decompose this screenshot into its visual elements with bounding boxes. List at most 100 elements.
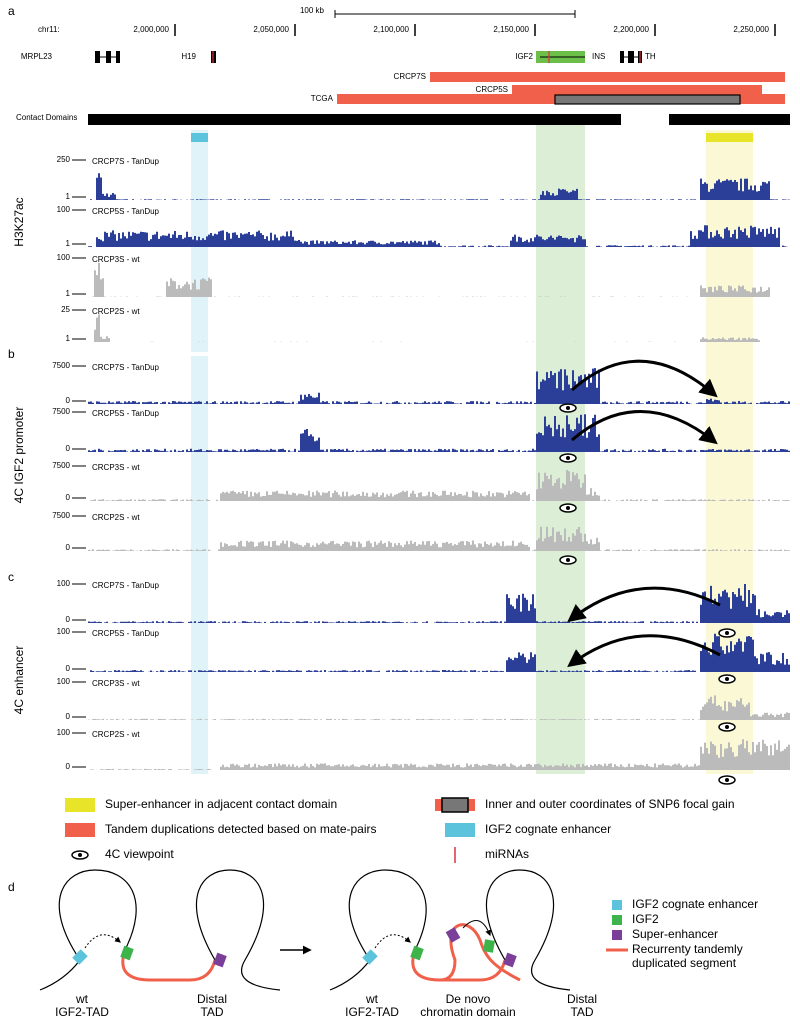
chromatin [486, 869, 571, 991]
chromatin [196, 869, 281, 991]
interaction-arrow [571, 359, 718, 398]
contact-domains-label: Contact Domains [16, 113, 77, 122]
model-label: IGF2-TAD [345, 1005, 399, 1019]
track-max: 7500 [52, 511, 70, 520]
viewpoint-pupil [78, 853, 82, 857]
loop-arrow [84, 934, 121, 949]
legend-label: IGF2 cognate enhancer [485, 822, 611, 836]
exon [106, 51, 111, 63]
track-min: 0 [66, 444, 71, 453]
chromatin [411, 949, 507, 982]
axis-tick-label: 2,050,000 [253, 25, 289, 34]
model-label: De novo [446, 992, 491, 1006]
model-label: wt [75, 992, 89, 1006]
chrom-label: chr11: [38, 25, 60, 34]
viewpoint-pupil [566, 558, 570, 562]
track-min: 0 [66, 762, 71, 771]
signal [88, 368, 790, 404]
track-name: CRCP2S - wt [92, 730, 140, 739]
panel-label: a [8, 4, 15, 18]
legend-label: Inner and outer coordinates of SNP6 foca… [485, 797, 735, 811]
gene-label: TH [645, 52, 656, 61]
viewpoint-pupil [566, 406, 570, 410]
element [72, 949, 88, 965]
model-label: IGF2-TAD [55, 1005, 109, 1019]
track-name: CRCP5S - TanDup [92, 207, 160, 216]
element [410, 945, 424, 961]
legend-swatch [612, 915, 622, 925]
legend-label: Super-enhancer in adjacent contact domai… [105, 797, 337, 811]
loop-arrow [462, 920, 492, 937]
element [483, 939, 495, 953]
model-legend-label: Recurrenty tandemly [632, 942, 743, 956]
axis-tick-label: 2,150,000 [493, 25, 529, 34]
signal [88, 225, 788, 247]
chromatin [439, 923, 521, 982]
exon [620, 51, 624, 63]
track-name: CRCP3S - wt [92, 463, 140, 472]
gene-label: INS [592, 52, 605, 61]
duplication [430, 72, 785, 82]
signal [88, 584, 790, 623]
interaction-arrow [567, 586, 721, 623]
track-max: 100 [57, 579, 71, 588]
track-name: CRCP2S - wt [92, 307, 140, 316]
gene-label: H19 [181, 52, 196, 61]
track-name: CRCP5S - TanDup [92, 409, 160, 418]
viewpoint-pupil [725, 631, 729, 635]
axis-tick-label: 2,200,000 [613, 25, 649, 34]
track-min: 1 [66, 192, 71, 201]
viewpoint-pupil [725, 725, 729, 729]
panel-label: d [8, 880, 15, 894]
model-label: wt [365, 992, 379, 1006]
legend-swatch [612, 900, 622, 910]
model-legend-label: IGF2 [632, 912, 659, 926]
legend-swatch [441, 797, 469, 813]
element [213, 952, 227, 968]
track-name: CRCP7S - TanDup [92, 157, 160, 166]
legend-swatch [445, 823, 475, 837]
panel-label: b [8, 347, 15, 361]
panel-label: c [8, 570, 14, 584]
contact-domain [88, 114, 621, 125]
model-legend-label: duplicated segment [632, 956, 737, 970]
track-name: CRCP2S - wt [92, 513, 140, 522]
track-max: 100 [57, 205, 71, 214]
interaction-arrow [571, 410, 718, 445]
signal [90, 633, 790, 672]
viewpoint-pupil [566, 506, 570, 510]
track-name: CRCP5S - TanDup [92, 629, 160, 638]
legend-swatch [65, 798, 95, 812]
legend-label: 4C viewpoint [105, 847, 174, 861]
track-name: CRCP3S - wt [92, 679, 140, 688]
track-max: 100 [57, 253, 71, 262]
element [445, 927, 461, 943]
signal [88, 526, 790, 551]
track-max: 7500 [52, 407, 70, 416]
model-legend-label: IGF2 cognate enhancer [632, 897, 758, 911]
gene-label: IGF2 [515, 52, 533, 61]
snp6-gain [554, 94, 741, 105]
track-min: 1 [66, 289, 71, 298]
track-min: 0 [66, 396, 71, 405]
model-label: chromatin domain [420, 1005, 515, 1019]
chromatin [329, 869, 427, 991]
interaction-arrow [567, 634, 721, 668]
axis-tick-label: 2,250,000 [733, 25, 769, 34]
loop-arrow [374, 934, 411, 949]
track-name: CRCP7S - TanDup [92, 363, 160, 372]
enhancer-box [191, 133, 208, 142]
exon [116, 51, 120, 63]
track-min: 1 [66, 239, 71, 248]
model-legend-label: Super-enhancer [632, 927, 718, 941]
duplication-label: TCGA [311, 94, 334, 103]
section-label: 4C enhancer [12, 646, 26, 715]
axis-tick-label: 2,000,000 [133, 25, 169, 34]
enhancer-highlight [191, 356, 208, 774]
axis-tick-label: 2,100,000 [373, 25, 409, 34]
legend-label: Tandem duplications detected based on ma… [105, 822, 377, 836]
scale-bar-label: 100 kb [300, 6, 325, 15]
exon [95, 51, 100, 63]
model-label: TAD [200, 1005, 223, 1019]
